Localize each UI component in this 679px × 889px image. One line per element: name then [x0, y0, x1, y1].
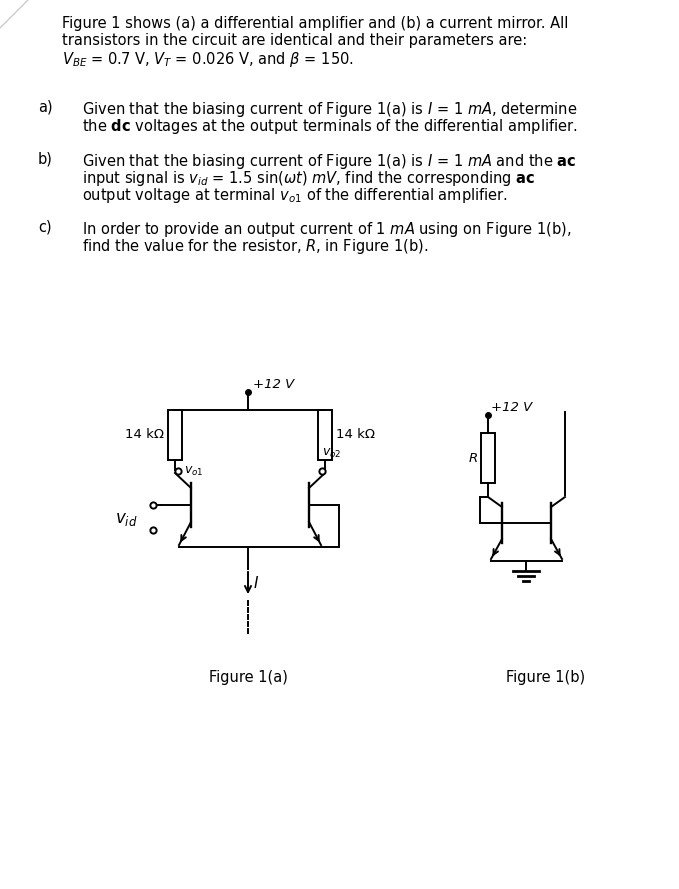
Text: input signal is $v_{id}$ = 1.5 sin($\omega t$) $mV$, find the corresponding $\ma: input signal is $v_{id}$ = 1.5 sin($\ome… — [82, 169, 535, 188]
Bar — [481, 433, 495, 483]
Text: a): a) — [38, 100, 53, 115]
Text: $v_{o1}$: $v_{o1}$ — [184, 464, 204, 477]
Text: +12 V: +12 V — [253, 378, 294, 391]
Text: 14 kΩ: 14 kΩ — [336, 428, 375, 442]
Text: transistors in the circuit are identical and their parameters are:: transistors in the circuit are identical… — [62, 33, 528, 48]
Text: Given that the biasing current of Figure 1(a) is $I$ = 1 $mA$, determine: Given that the biasing current of Figure… — [82, 100, 577, 119]
Text: c): c) — [38, 220, 52, 235]
Text: $R$: $R$ — [468, 452, 478, 464]
Polygon shape — [0, 0, 28, 28]
Text: Figure 1(a): Figure 1(a) — [208, 670, 287, 685]
Text: find the value for the resistor, $R$, in Figure 1(b).: find the value for the resistor, $R$, in… — [82, 237, 428, 256]
Text: $V_{BE}$ = 0.7 V, $V_T$ = 0.026 V, and $\beta$ = 150.: $V_{BE}$ = 0.7 V, $V_T$ = 0.026 V, and $… — [62, 50, 354, 69]
Text: 14 kΩ: 14 kΩ — [125, 428, 164, 442]
Text: +12 V: +12 V — [491, 401, 532, 414]
Text: the $\mathbf{dc}$ voltages at the output terminals of the differential amplifier: the $\mathbf{dc}$ voltages at the output… — [82, 117, 578, 136]
Text: In order to provide an output current of 1 $mA$ using on Figure 1(b),: In order to provide an output current of… — [82, 220, 572, 239]
Text: b): b) — [38, 152, 53, 167]
Text: Figure 1(b): Figure 1(b) — [507, 670, 585, 685]
Bar — [318, 410, 332, 460]
Text: Given that the biasing current of Figure 1(a) is $I$ = 1 $mA$ and the $\mathbf{a: Given that the biasing current of Figure… — [82, 152, 576, 171]
Bar — [168, 410, 182, 460]
Text: $v_{o2}$: $v_{o2}$ — [322, 447, 342, 460]
Text: $I$: $I$ — [253, 575, 259, 591]
Text: $\mathit{v}_{id}$: $\mathit{v}_{id}$ — [115, 510, 138, 528]
Text: output voltage at terminal $v_{o1}$ of the differential amplifier.: output voltage at terminal $v_{o1}$ of t… — [82, 186, 508, 205]
Text: Figure 1 shows (a) a differential amplifier and (b) a current mirror. All: Figure 1 shows (a) a differential amplif… — [62, 16, 568, 31]
